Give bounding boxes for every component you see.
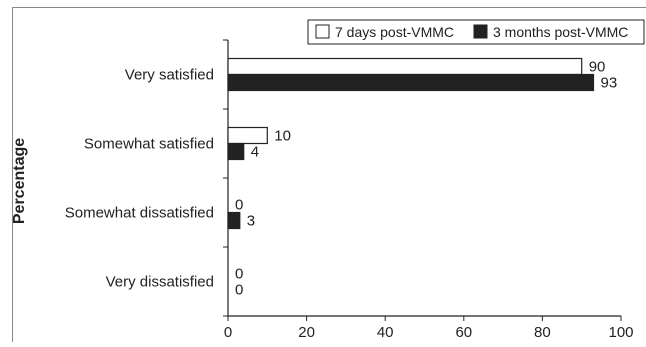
y-axis-label: Percentage	[11, 138, 28, 224]
data-label-3-months: 4	[251, 144, 259, 161]
legend-swatch-3-months	[473, 24, 488, 39]
x-tick-label: 80	[534, 324, 551, 341]
bars	[227, 57, 595, 230]
bar-3-months	[227, 73, 595, 92]
data-label-7-days: 0	[235, 266, 243, 283]
data-label-3-months: 3	[247, 213, 255, 230]
legend-label-7-days: 7 days post-VMMC	[335, 24, 454, 40]
legend: 7 days post-VMMC 3 months post-VMMC	[307, 19, 645, 45]
category-label: Somewhat dissatisfied	[65, 205, 214, 222]
category-label: Somewhat satisfied	[84, 136, 214, 153]
data-label-7-days: 90	[589, 59, 606, 76]
x-tick-label: 40	[377, 324, 394, 341]
bar-7-days	[227, 57, 583, 76]
data-label-7-days: 10	[274, 128, 291, 145]
data-label-7-days: 0	[235, 197, 243, 214]
x-tick-label: 60	[455, 324, 472, 341]
legend-swatch-7-days	[315, 24, 330, 39]
bar-7-days	[227, 126, 268, 145]
category-label: Very satisfied	[125, 67, 214, 84]
x-tick-label: 20	[298, 324, 315, 341]
legend-label-3-months: 3 months post-VMMC	[493, 24, 628, 40]
x-tick-label: 0	[224, 324, 232, 341]
data-label-3-months: 93	[600, 75, 617, 92]
category-label: Very dissatisfied	[106, 274, 214, 291]
data-label-3-months: 0	[235, 282, 243, 299]
bar-3-months	[227, 211, 241, 230]
bar-3-months	[227, 142, 245, 161]
x-tick-label: 100	[608, 324, 633, 341]
